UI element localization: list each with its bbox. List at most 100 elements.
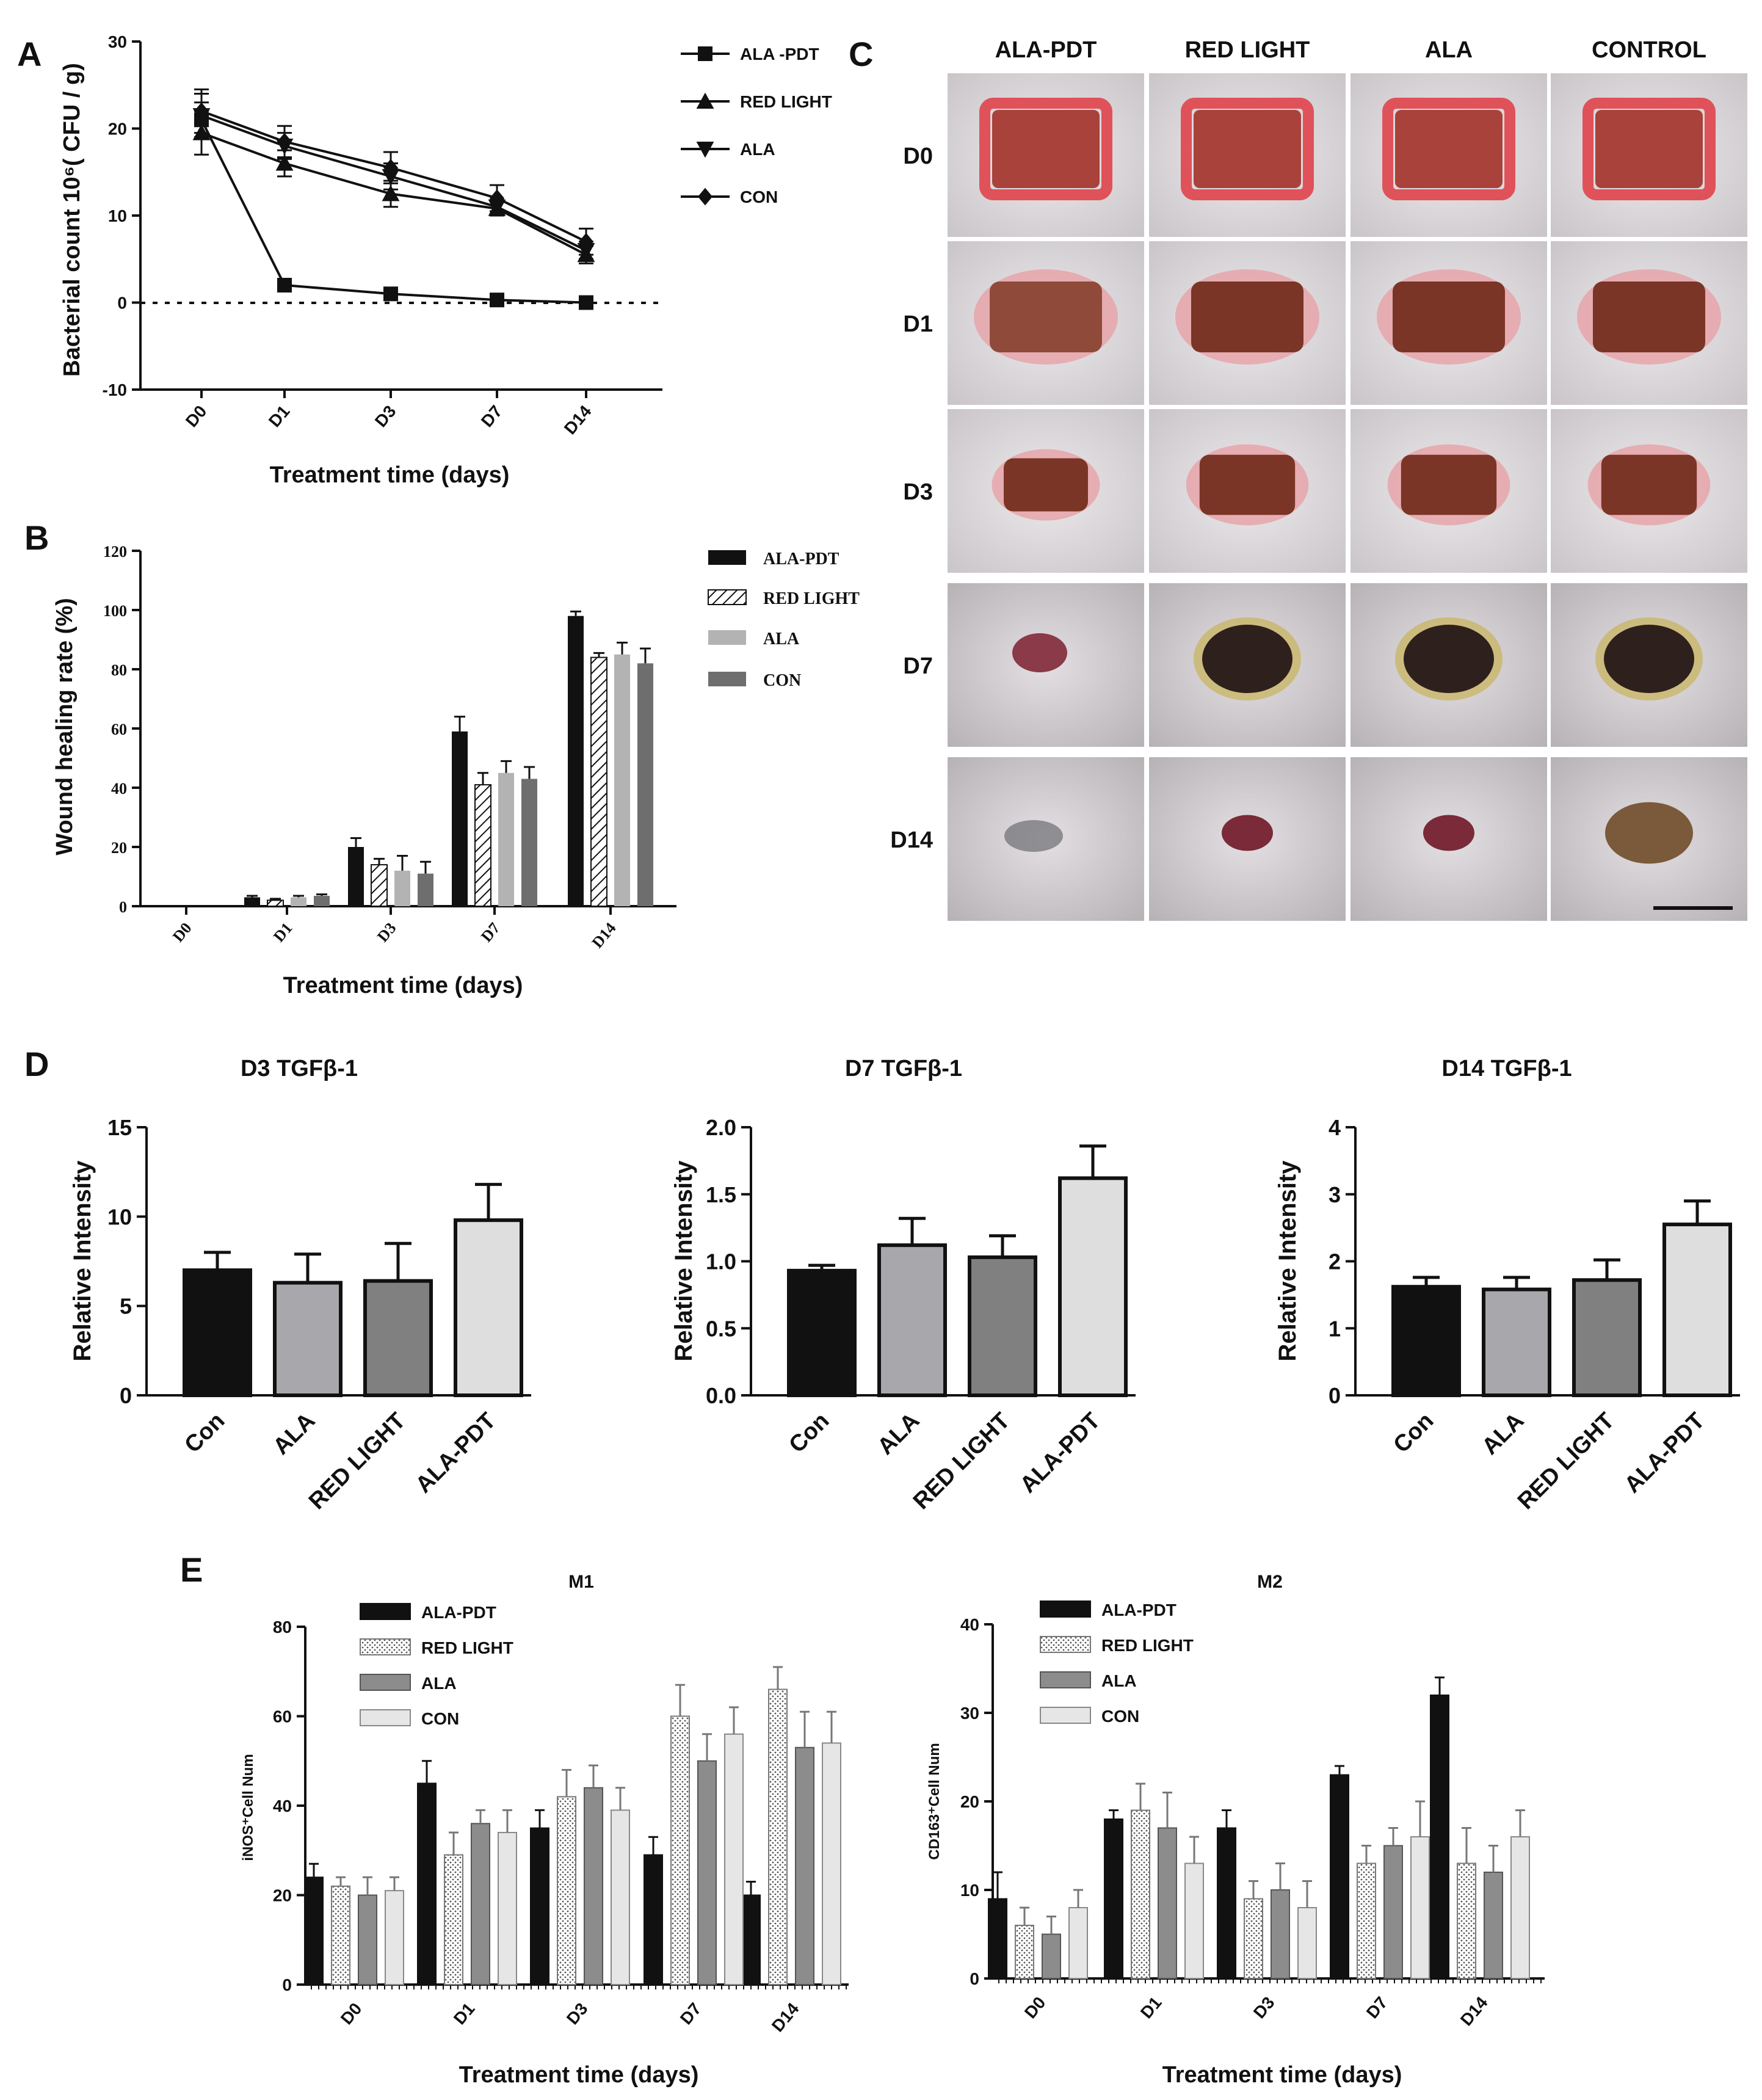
photo-column-header-ala-pdt: ALA-PDT (995, 37, 1097, 63)
panel-a-y-axis-title: Bacterial count 10⁶( CFU / g) (59, 63, 85, 377)
wound-photo-control-d14-wound-scab (1605, 802, 1693, 864)
wound-photo-red-light-d0-wound-bed (1194, 110, 1301, 188)
panel-d-d14-x-tick-label-red-light: RED LIGHT (1513, 1408, 1620, 1515)
panel-a-series-ala-pdt-point (490, 292, 504, 308)
panel-e-m2-bar-red-light (1131, 1809, 1150, 1979)
panel-e-m1-bar-red-light (331, 1885, 350, 1986)
photo-row-label-d0: D0 (903, 144, 933, 169)
panel-e-m1-bar-ala (471, 1823, 490, 1986)
panel-d-d14-bar-ala-pdt (1662, 1223, 1732, 1397)
panel-e-m2-title: M2 (1257, 1572, 1283, 1592)
panel-e-m1-x-tick-label-d3: D3 (563, 1999, 592, 2028)
panel-e-m2-bar-ala-pdt (988, 1898, 1007, 1979)
panel-e-m2-bar-ala-pdt (1104, 1818, 1123, 1979)
panel-d-d3-x-tick-label-con: Con (179, 1408, 230, 1458)
panel-a-series-con-legend-label: CON (740, 187, 778, 206)
panel-d-d7-bar-ala-pdt (1058, 1176, 1128, 1398)
wound-photo-red-light-d0-wound-margin (1181, 98, 1314, 200)
panel-d-d3-bar-ala (273, 1281, 343, 1398)
panel-e-m2-bar-ala-pdt (1217, 1827, 1236, 1979)
panel-b-bar-ala (291, 897, 306, 906)
panel-e-m2-legend-ala-pdt-label: ALA-PDT (1101, 1600, 1176, 1619)
panel-d-d7-y-tick-label: 0.0 (706, 1383, 736, 1408)
wound-photo-ala-d14-wound-scab (1423, 815, 1474, 851)
panel-e-m1-x-tick-label-d7: D7 (676, 1999, 705, 2028)
panel-d-d7-title: D7 TGFβ-1 (845, 1056, 962, 1081)
panel-b-y-tick-label: 100 (103, 602, 127, 620)
panel-d-d14-y-tick-label: 3 (1329, 1182, 1341, 1207)
panel-b-x-tick-label-d1: D1 (270, 919, 296, 945)
panel-e-m1-bar-con (822, 1742, 841, 1985)
photo-row-label-d14: D14 (890, 827, 933, 853)
panel-e-m1-y-tick-label: 80 (273, 1618, 292, 1637)
photo-column-header-ala: ALA (1425, 37, 1473, 63)
panel-e-m1-y-tick-label: 0 (282, 1975, 292, 1994)
panel-a-x-axis-title: Treatment time (days) (270, 462, 510, 488)
panel-b-legend-ala-label: ALA (763, 630, 800, 649)
panel-b-y-tick-label: 80 (111, 661, 127, 679)
panel-e-m2-x-tick-label-d0: D0 (1021, 1993, 1050, 2022)
panel-e-m2-bar-red-light (1244, 1898, 1263, 1979)
panel-a-x-tick-label-d7: D7 (477, 402, 506, 431)
panel-d-d3-y-tick-label: 10 (107, 1204, 132, 1229)
panel-d-d14-y-axis-title: Relative Intensity (1274, 1160, 1301, 1362)
panel-e-m2-bar-con (1184, 1862, 1204, 1979)
panel-d-d7-bar-ala (877, 1243, 947, 1398)
panel-b-legend-con-label: CON (763, 671, 801, 690)
panel-e-m2-bar-ala (1383, 1845, 1403, 1979)
panel-e-m1-bar-con (724, 1733, 744, 1986)
panel-e-m2-bar-ala (1271, 1889, 1290, 1979)
wound-photo-control-d1-wound-bed (1593, 282, 1705, 352)
panel-a-series-ala-pdt-point (383, 286, 398, 302)
panel-d-d7-y-tick-label: 0.5 (706, 1316, 736, 1341)
panel-e-m2-legend-ala-swatch (1040, 1671, 1091, 1688)
panel-e-m2-bar-ala (1158, 1827, 1177, 1979)
panel-e-m1-bar-red-light (557, 1796, 576, 1986)
panel-d-d3-title: D3 TGFβ-1 (241, 1056, 358, 1081)
panel-e-m2-x-tick-label-d3: D3 (1250, 1993, 1278, 2022)
panel-e-m1-legend-red-light-label: RED LIGHT (421, 1638, 513, 1657)
panel-a-x-tick-label-d0: D0 (182, 402, 211, 431)
wound-photo-ala-pdt-d1-wound-bed (990, 282, 1102, 352)
panel-d-d7-chart: D7 TGFβ-1 Relative Intensity 0.0 0.5 1.0 1.… (670, 1056, 1136, 1514)
panel-e-m2-y-axis-title: CD163⁺Cell Num (926, 1743, 943, 1859)
panel-e-m2-x-tick-label-d14: D14 (1457, 1993, 1492, 2030)
panel-d-d14-bar-red-light (1572, 1278, 1642, 1397)
panel-b-legend-ala-swatch (708, 630, 746, 645)
photo-row-label-d3: D3 (903, 479, 933, 505)
wound-photo-ala-d0-wound-bed (1395, 110, 1503, 188)
panel-b-bar-ala-pdt (568, 616, 584, 906)
panel-b-bar-con (521, 779, 537, 906)
wound-photo-ala-d1-wound-bed (1393, 282, 1505, 352)
wound-photo-ala-pdt-d3-wound-bed (1004, 458, 1088, 512)
panel-e-m1-x-tick-label-d0: D0 (337, 1999, 366, 2028)
panel-e-m2-legend-ala-pdt-swatch (1040, 1600, 1091, 1618)
panel-b-bar-con (314, 896, 330, 906)
panel-a-series-con-legend-marker (698, 187, 712, 206)
panel-a-series-red-light-point (382, 184, 400, 202)
panel-b-bar-con (637, 663, 653, 906)
photo-column-header-red-light: RED LIGHT (1185, 37, 1310, 63)
panel-e-m1-bar-ala-pdt (644, 1854, 663, 1985)
panel-e-m2-bar-ala (1484, 1872, 1503, 1979)
panel-e-m2-bar-con (1510, 1836, 1530, 1979)
panel-a-series-con-point (579, 233, 593, 251)
panel-e-m1-legend-ala-pdt-swatch (360, 1603, 411, 1620)
panel-a-x-tick-label-d14: D14 (560, 402, 595, 438)
wound-photo-control-d7-wound-scab (1604, 625, 1694, 693)
panel-b-bar-ala-pdt (452, 731, 468, 906)
wound-photo-control-d0-wound-bed (1595, 110, 1703, 188)
panel-e-m1-legend-ala-label: ALA (421, 1674, 457, 1693)
panel-d-d14-chart: D14 TGFβ-1 Relative Intensity 0 1 2 3 4 Con AL… (1274, 1056, 1740, 1514)
wound-photo-control-d0-wound-margin (1583, 98, 1716, 200)
panel-b-bar-ala-pdt (348, 847, 364, 906)
photo-row-label-d1: D1 (903, 311, 933, 337)
panel-e-m1-legend-red-light-swatch (360, 1638, 411, 1655)
panel-e-m2-x-tick-label-d1: D1 (1137, 1993, 1166, 2022)
panel-e-m1-bar-ala (697, 1760, 717, 1985)
panel-e-m2-bar-con (1297, 1907, 1317, 1979)
panel-d-d14-bar-con (1391, 1285, 1461, 1398)
wound-photo-ala-pdt-d7-wound-scab (1012, 633, 1067, 672)
panel-b-y-axis-title: Wound healing rate (%) (52, 598, 78, 856)
